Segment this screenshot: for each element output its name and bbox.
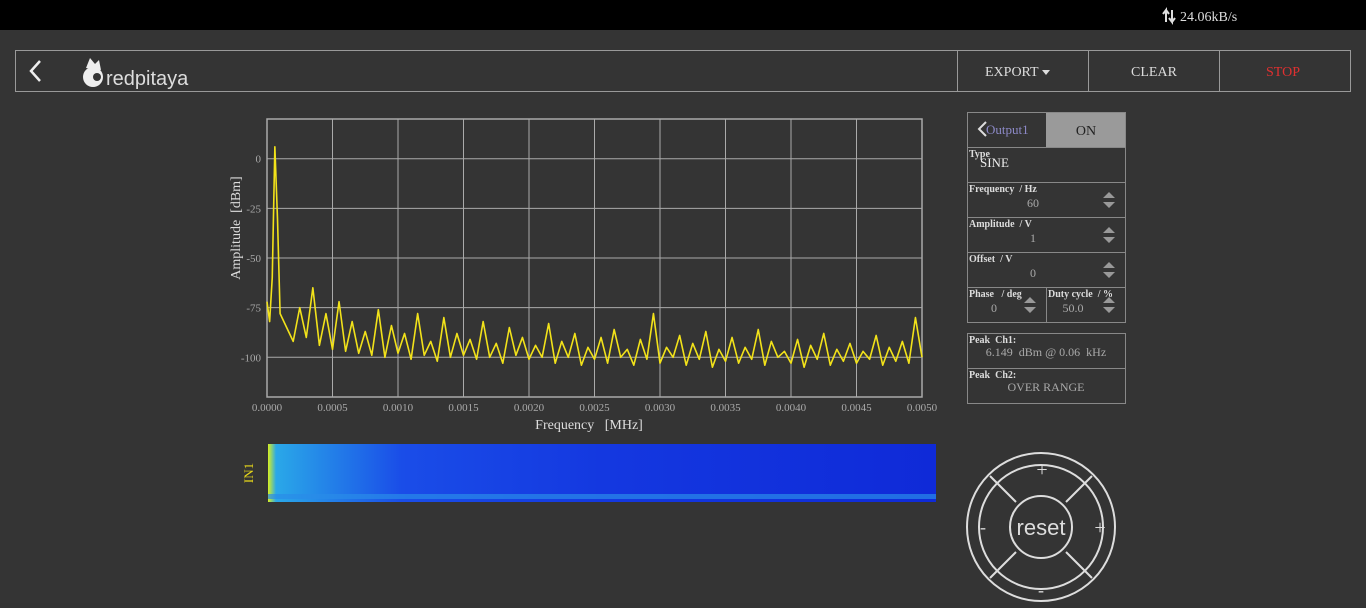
on-button[interactable] [1046, 113, 1125, 147]
duty-value[interactable]: 50.0 [1063, 301, 1084, 315]
output-title: Output1 [986, 122, 1029, 137]
reset-button[interactable] [1009, 495, 1073, 559]
phase-label: Phase / deg [969, 289, 1022, 300]
x-tick-label: 0.0025 [579, 402, 610, 414]
stop-button[interactable]: STOP [1266, 65, 1300, 80]
peak-ch2-label: Peak Ch2: [969, 370, 1016, 381]
joystick-up[interactable]: + [1036, 459, 1047, 481]
waterfall-label: IN1 [241, 463, 256, 483]
joystick-inner [978, 464, 1104, 590]
type-label: Type [969, 149, 990, 160]
transfer-rate: 24.06kB/s [1180, 10, 1237, 25]
y-tick-label: -100 [241, 352, 262, 364]
duty-label: Duty cycle / % [1048, 289, 1113, 300]
type-value[interactable]: SINE [980, 155, 1009, 170]
x-tick-label: 0.0005 [317, 402, 348, 414]
x-tick-label: 0.0010 [383, 402, 414, 414]
joystick-divider [1065, 551, 1093, 579]
spinner[interactable] [1024, 297, 1036, 313]
joystick-right[interactable]: + [1094, 517, 1105, 539]
joystick-divider [989, 551, 1017, 579]
x-tick-label: 0.0040 [776, 402, 807, 414]
y-tick-label: -50 [246, 253, 261, 265]
joystick-center[interactable]: reset [1017, 515, 1066, 540]
joystick-outer [966, 452, 1116, 602]
peak-ch2-value: OVER RANGE [1008, 380, 1085, 394]
status-bar [0, 0, 1366, 30]
transfer-icon [1162, 7, 1176, 25]
x-tick-label: 0.0030 [645, 402, 676, 414]
back-button[interactable] [29, 60, 41, 82]
frequency-value[interactable]: 60 [1027, 196, 1039, 210]
joystick [966, 452, 1116, 602]
header-bar [15, 50, 1351, 92]
x-tick-label: 0.0000 [252, 402, 283, 414]
collapse-arrow[interactable] [977, 121, 987, 137]
y-tick-label: -25 [246, 203, 261, 215]
spinner[interactable] [1103, 262, 1115, 278]
x-tick-label: 0.0020 [514, 402, 545, 414]
x-tick-label: 0.0015 [448, 402, 479, 414]
amplitude-value[interactable]: 1 [1030, 231, 1036, 245]
spinner[interactable] [1103, 192, 1115, 208]
panel-frame [967, 112, 1126, 323]
logo-flame [86, 58, 101, 70]
x-tick-label: 0.0035 [710, 402, 741, 414]
y-tick-label: 0 [256, 154, 262, 166]
x-axis-label: Frequency [MHz] [535, 418, 643, 433]
peak-ch1-label: Peak Ch1: [969, 335, 1016, 346]
export-button[interactable]: EXPORT [985, 65, 1039, 80]
phase-value[interactable]: 0 [991, 301, 997, 315]
spectrum-chart: Amplitude [dBm] Frequency [MHz] 0.0000 0.… [229, 118, 938, 433]
amplitude-label: Amplitude / V [969, 219, 1033, 230]
output-panel: Output1 ON Type SINE Frequency / Hz 60 A… [967, 112, 1126, 323]
joystick-left[interactable]: - [980, 517, 986, 537]
logo-icon-hole [93, 73, 101, 81]
joystick-down[interactable]: - [1038, 580, 1044, 600]
waterfall-band [268, 494, 936, 499]
on-label[interactable]: ON [1076, 124, 1096, 139]
x-tick-label: 0.0045 [841, 402, 872, 414]
spinner[interactable] [1103, 227, 1115, 243]
logo-text: redpitaya [106, 68, 189, 90]
frequency-label: Frequency / Hz [969, 184, 1037, 195]
clear-button[interactable]: CLEAR [1131, 65, 1178, 80]
waterfall [268, 444, 936, 502]
y-axis-label: Amplitude [dBm] [229, 176, 244, 279]
spinner[interactable] [1103, 297, 1115, 313]
x-tick-label: 0.0050 [907, 402, 938, 414]
peak-panel: Peak Ch1: 6.149 dBm @ 0.06 kHz Peak Ch2:… [967, 333, 1126, 404]
spectrum-line [266, 146, 923, 369]
peak-ch1-value: 6.149 dBm @ 0.06 kHz [986, 345, 1106, 359]
y-tick-label: -75 [246, 303, 261, 315]
offset-label: Offset / V [969, 254, 1013, 265]
dropdown-caret [1042, 70, 1050, 75]
joystick-divider [989, 475, 1017, 503]
peak-frame [967, 333, 1126, 404]
offset-value[interactable]: 0 [1030, 266, 1036, 280]
joystick-divider [1065, 475, 1093, 503]
